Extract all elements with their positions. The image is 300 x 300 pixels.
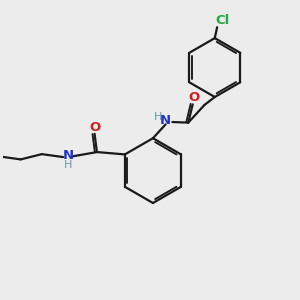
Text: H: H	[64, 160, 73, 170]
Text: N: N	[63, 149, 74, 162]
Text: H: H	[154, 112, 162, 122]
Text: Cl: Cl	[215, 14, 230, 27]
Text: O: O	[188, 92, 200, 104]
Text: N: N	[160, 114, 171, 127]
Text: O: O	[89, 121, 100, 134]
